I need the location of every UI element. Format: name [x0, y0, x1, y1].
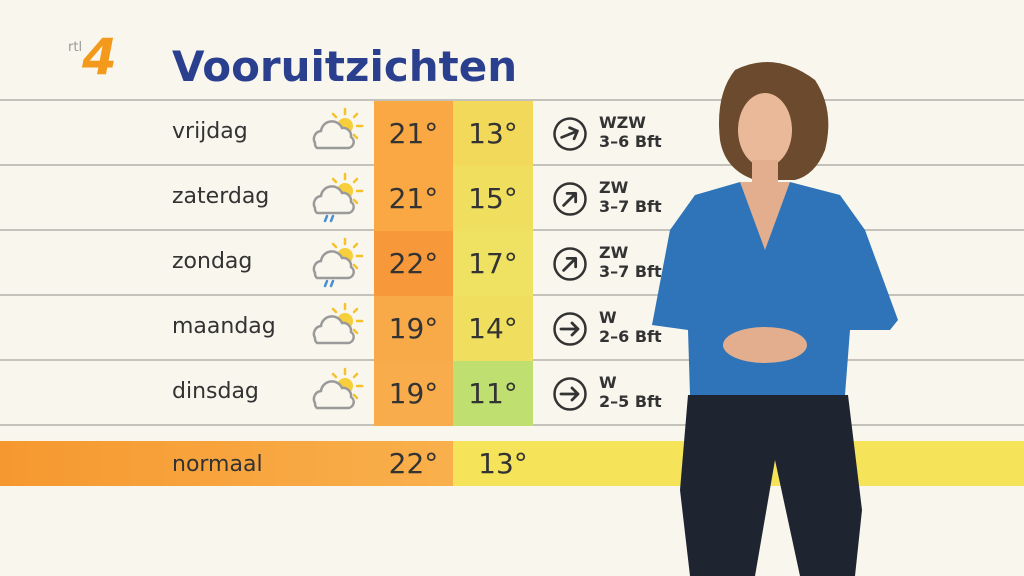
normal-min: 13° [478, 447, 528, 480]
forecast-row: maandag 19° 14° W 2–6 Bft [0, 296, 1024, 361]
min-temp: 11° [453, 361, 533, 426]
presenter [652, 62, 898, 576]
day: zaterdag [172, 184, 270, 209]
weather-icon [305, 170, 365, 226]
day: dinsdag [172, 379, 259, 404]
forecast-row: dinsdag 19° 11° W 2–5 Bft [0, 361, 1024, 426]
forecast-row: zondag 22° 17° ZW 3–7 Bft [0, 231, 1024, 296]
day: vrijdag [172, 119, 248, 144]
wind-force: 3–6 Bft [599, 132, 662, 151]
max-temp: 21° [374, 101, 453, 166]
logo-text: rtl [68, 40, 83, 55]
min-temp: 13° [453, 101, 533, 166]
wind-arrow [552, 246, 588, 282]
wind-force: 2–6 Bft [599, 327, 662, 346]
wind-direction: W [599, 373, 617, 392]
min-temp: 14° [453, 296, 533, 361]
top-rule [0, 99, 1024, 101]
weather-icon [305, 105, 365, 161]
min-temp: 17° [453, 231, 533, 296]
max-temp: 19° [374, 296, 453, 361]
max-temp: 22° [374, 231, 453, 296]
day: zondag [172, 249, 253, 274]
max-temp: 21° [374, 166, 453, 231]
wind: ZW 3–7 Bft [599, 178, 662, 216]
forecast-row: zaterdag 21° 15° ZW 3–7 Bft [0, 166, 1024, 231]
wind-force: 3–7 Bft [599, 197, 662, 216]
wind: ZW 3–7 Bft [599, 243, 662, 281]
max-temp: 19° [374, 361, 453, 426]
wind-arrow [552, 376, 588, 412]
wind-arrow [552, 311, 588, 347]
normal-max-band [0, 441, 453, 486]
wind-direction: ZW [599, 178, 629, 197]
wind-direction: ZW [599, 243, 629, 262]
wind-direction: WZW [599, 113, 646, 132]
wind: W 2–6 Bft [599, 308, 662, 346]
weather-icon [305, 235, 365, 291]
wind: W 2–5 Bft [599, 373, 662, 411]
normal-max: 22° [388, 447, 439, 480]
wind-arrow [552, 181, 588, 217]
forecast-row: vrijdag 21° 13° WZW 3–6 Bft [0, 101, 1024, 166]
wind-force: 3–7 Bft [599, 262, 662, 281]
day: maandag [172, 314, 276, 339]
wind-force: 2–5 Bft [599, 392, 662, 411]
wind-arrow [552, 116, 588, 152]
min-temp: 15° [453, 166, 533, 231]
weather-icon [305, 365, 365, 421]
wind-direction: W [599, 308, 617, 327]
weather-icon [305, 300, 365, 356]
title: Vooruitzichten [172, 42, 518, 91]
normal-label: normaal [172, 452, 263, 477]
logo-number: 4 [82, 28, 117, 86]
wind: WZW 3–6 Bft [599, 113, 662, 151]
